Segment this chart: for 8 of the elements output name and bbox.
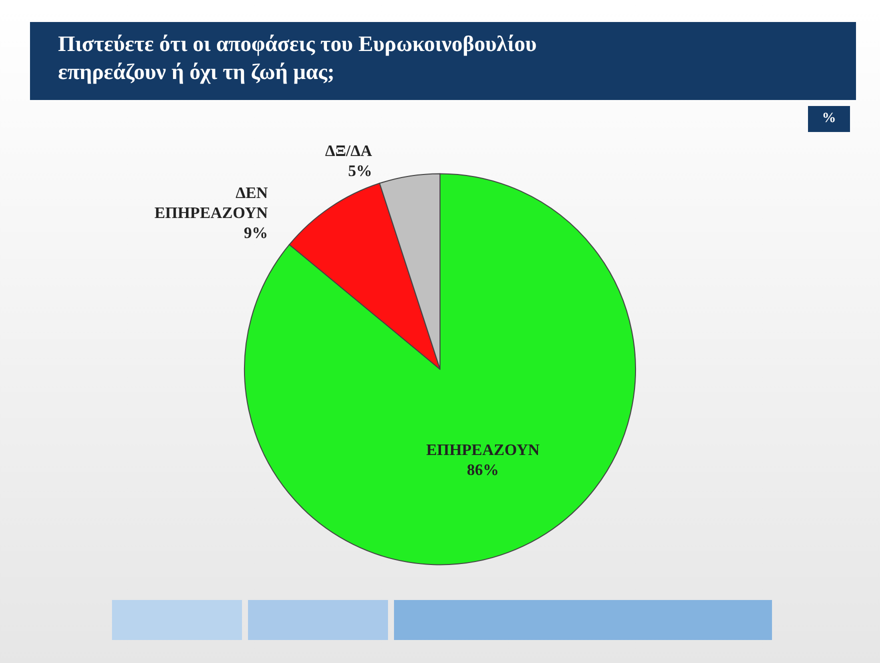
slice-label: ΕΠΗΡΕΑΖΟΥΝ [426,442,540,459]
slice-label: ΔΞ/ΔΑ [325,142,373,160]
data-label: 5% [348,162,372,180]
data-label: 9% [244,224,268,242]
data-label: 86% [466,462,499,479]
text: % [808,106,850,132]
slice-label: ΔΕΝ ΕΠΗΡΕΑΖΟΥΝ [154,184,268,222]
chart-title: Πιστεύετε ότι οι αποφάσεις του Ευρωκοινοβουλίου επηρεάζουν ή όχι τη ζωή μας; [30,22,856,100]
